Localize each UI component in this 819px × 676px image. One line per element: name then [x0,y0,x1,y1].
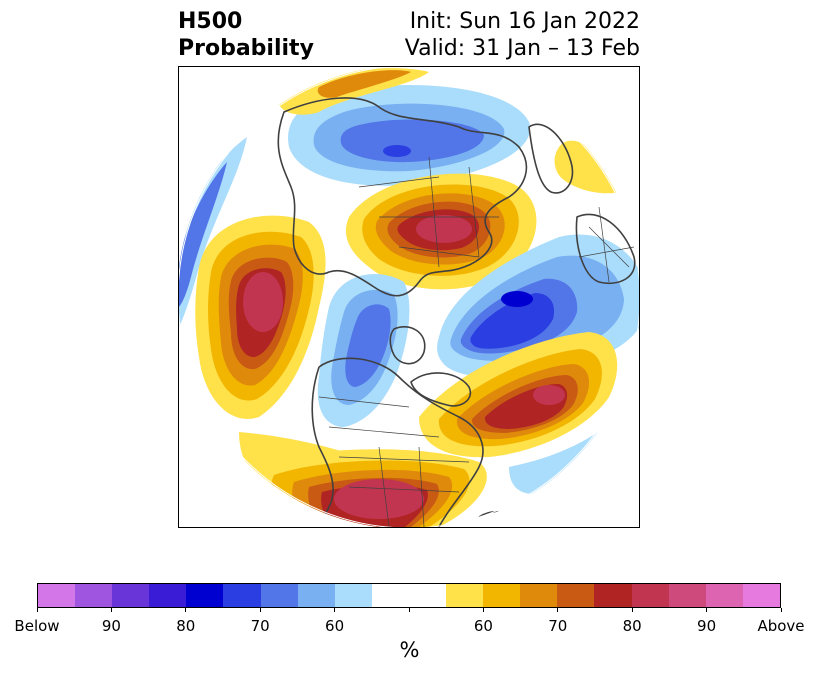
valid-range: Valid: 31 Jan – 13 Feb [404,36,640,61]
contiguous-us-above-anomaly [245,449,487,527]
colorbar-segment [149,584,187,607]
colorbar-tick-label: 70 [250,617,270,635]
colorbar-segment [742,584,780,607]
chart-dates: Init: Sun 16 Jan 2022 Valid: 31 Jan – 13… [405,8,640,62]
colorbar-tick-label: 60 [473,617,493,635]
colorbar-segment [38,584,76,607]
colorbar-unit-label: % [399,638,420,662]
colorbar-tick-label: 90 [697,617,717,635]
colorbar-tick-mark [334,608,336,612]
colorbar-segment [223,584,261,607]
colorbar [37,583,781,608]
colorbar-tick-mark [408,608,410,612]
colorbar-tick-mark [706,608,708,612]
colorbar-tick-mark [557,608,559,612]
colorbar-tick-label: 90 [101,617,121,635]
north-pacific-above-anomaly [195,215,326,419]
colorbar-segment [631,584,669,607]
colorbar-tick-mark [631,608,633,612]
colorbar-segment [371,584,409,607]
init-date: Init: Sun 16 Jan 2022 [409,9,640,34]
colorbar-segment [112,584,150,607]
subtropical-atlantic-below-band [509,407,629,494]
europe-above-anomaly [345,173,537,290]
colorbar-segment [260,584,298,607]
west-pacific-below-anomaly [179,137,247,327]
colorbar-segment [297,584,335,607]
title-field: H500 [178,9,243,34]
colorbar-tick-label: 70 [548,617,568,635]
colorbar-segment [334,584,372,607]
colorbar-tick-label: 60 [325,617,345,635]
arctic-below-anomaly [317,274,410,427]
colorbar-tick-mark [780,608,782,612]
map-svg [179,67,639,527]
colorbar-segment [520,584,558,607]
colorbar-tick-mark [259,608,261,612]
colorbar-tick-mark [110,608,112,612]
chart-title: H500 Probability [178,8,314,62]
north-atlantic-southern-above-anomaly [419,332,618,458]
colorbar-tick-label: Below [14,617,60,635]
colorbar-tick-mark [185,608,187,612]
colorbar-tick-label: Above [757,617,805,635]
colorbar-segment [186,584,224,607]
colorbar-tick-label: 80 [176,617,196,635]
colorbar-tick-mark [482,608,484,612]
colorbar-tick-mark [36,608,38,612]
title-metric: Probability [178,36,314,61]
far-east-above-anomaly [554,140,619,194]
colorbar-segment [75,584,113,607]
colorbar-tick-label: 80 [622,617,642,635]
colorbar-segment [705,584,743,607]
colorbar-segment [446,584,484,607]
border-lines [318,156,635,527]
east-asia-below-anomaly [288,85,531,186]
colorbar-segment [594,584,632,607]
colorbar-segment [483,584,521,607]
colorbar-segment [668,584,706,607]
probability-map [178,66,640,528]
colorbar-segment [408,584,447,607]
colorbar-segment [557,584,595,607]
